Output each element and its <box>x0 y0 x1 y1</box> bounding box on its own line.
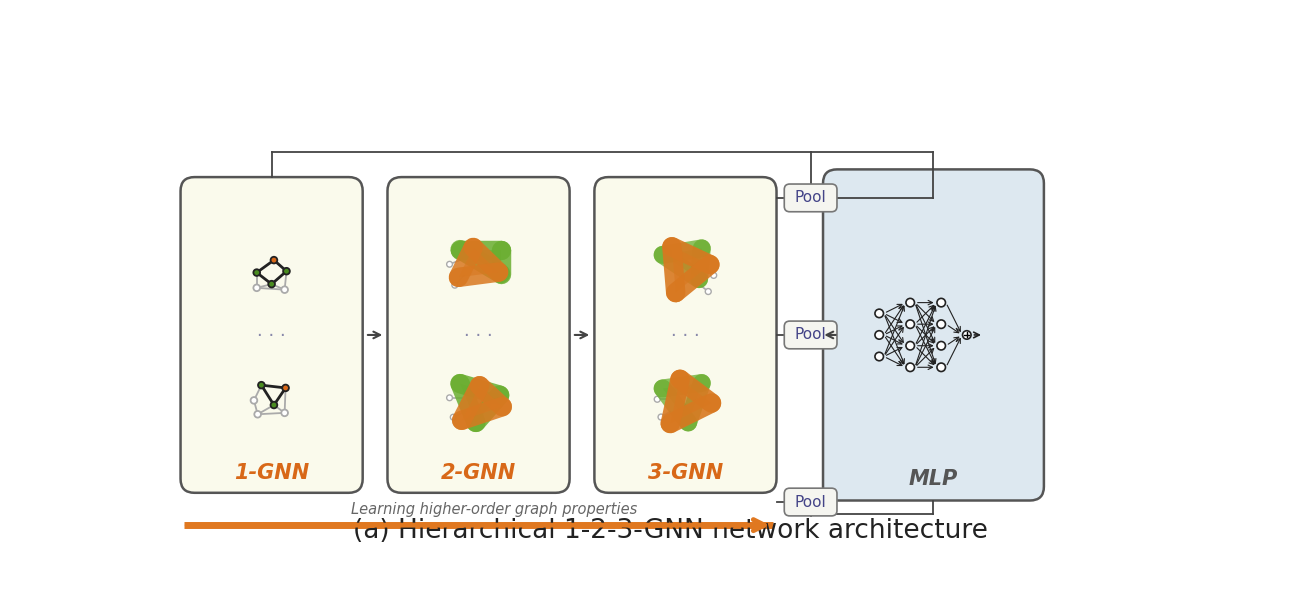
Text: 1-GNN: 1-GNN <box>234 463 309 483</box>
Polygon shape <box>460 249 501 274</box>
Circle shape <box>906 298 914 307</box>
Text: Pool: Pool <box>795 190 827 205</box>
FancyBboxPatch shape <box>594 177 777 493</box>
Circle shape <box>254 269 260 276</box>
Circle shape <box>254 285 260 291</box>
Circle shape <box>251 397 258 403</box>
Circle shape <box>654 396 661 402</box>
Circle shape <box>710 272 717 278</box>
Circle shape <box>906 363 914 371</box>
Circle shape <box>271 402 277 408</box>
Text: 3-GNN: 3-GNN <box>647 463 723 483</box>
Polygon shape <box>462 386 502 420</box>
Text: Pool: Pool <box>795 328 827 342</box>
FancyBboxPatch shape <box>387 177 569 493</box>
Circle shape <box>254 411 262 418</box>
Circle shape <box>705 288 712 294</box>
FancyBboxPatch shape <box>785 488 837 516</box>
Text: · · ·: · · · <box>258 328 286 346</box>
FancyBboxPatch shape <box>823 169 1044 500</box>
Text: · · ·: · · · <box>671 328 700 346</box>
Polygon shape <box>663 248 701 279</box>
Circle shape <box>283 384 289 391</box>
Text: Learning higher-order graph properties: Learning higher-order graph properties <box>351 503 637 517</box>
Circle shape <box>937 341 946 350</box>
Circle shape <box>875 352 883 361</box>
FancyBboxPatch shape <box>785 184 837 212</box>
Circle shape <box>906 320 914 328</box>
Text: Pool: Pool <box>795 495 827 509</box>
Circle shape <box>937 298 946 307</box>
Polygon shape <box>663 383 701 423</box>
Circle shape <box>906 341 914 350</box>
Circle shape <box>963 331 971 339</box>
Circle shape <box>937 363 946 371</box>
Circle shape <box>283 268 290 275</box>
Polygon shape <box>672 247 710 293</box>
Text: MLP: MLP <box>909 469 957 489</box>
Polygon shape <box>459 248 498 277</box>
Circle shape <box>658 414 664 420</box>
Circle shape <box>450 415 456 420</box>
Circle shape <box>875 309 883 318</box>
Circle shape <box>446 261 453 267</box>
Polygon shape <box>670 379 712 424</box>
Circle shape <box>453 282 458 288</box>
Circle shape <box>875 331 883 339</box>
Circle shape <box>268 281 275 288</box>
Text: (a) Hierarchical 1-2-3-GNN network architecture: (a) Hierarchical 1-2-3-GNN network archi… <box>353 519 988 545</box>
Circle shape <box>281 410 288 416</box>
Circle shape <box>271 257 277 264</box>
FancyBboxPatch shape <box>181 177 362 493</box>
Polygon shape <box>460 384 500 423</box>
Circle shape <box>446 395 453 400</box>
Circle shape <box>258 382 264 389</box>
Text: 2-GNN: 2-GNN <box>441 463 517 483</box>
Text: · · ·: · · · <box>464 328 493 346</box>
Circle shape <box>937 320 946 328</box>
Circle shape <box>281 286 288 293</box>
FancyBboxPatch shape <box>785 321 837 349</box>
